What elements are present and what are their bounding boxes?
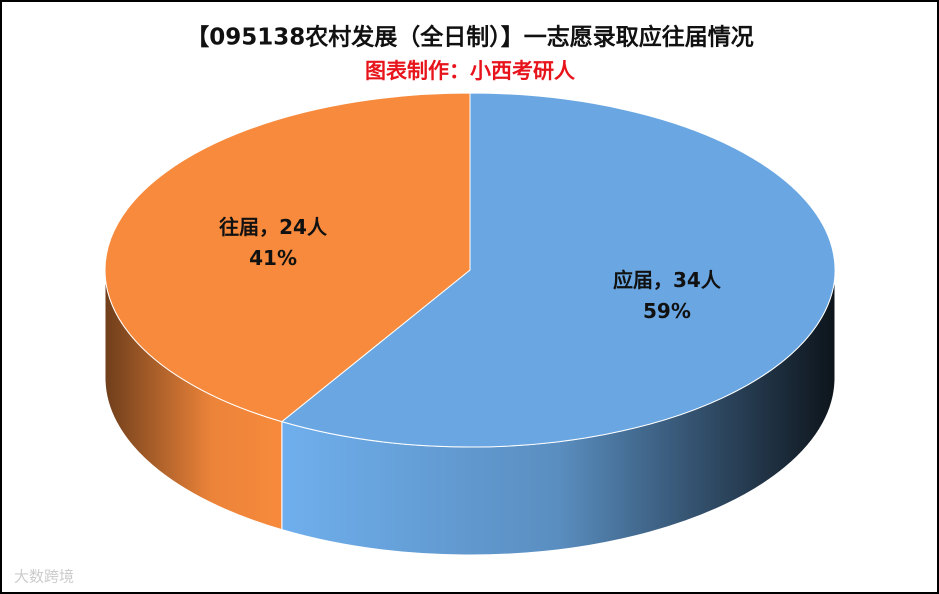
chart-subtitle: 图表制作：小西考研人 (365, 59, 575, 83)
data-label: 往届，24人 (219, 215, 328, 239)
pie-slice (104, 92, 471, 531)
data-label: 应届，34人 (613, 268, 722, 292)
percent-label: 41% (249, 246, 297, 270)
watermark: 大数跨境 (14, 568, 74, 586)
percent-label: 59% (643, 299, 691, 323)
slice-top (104, 92, 471, 423)
chart-title: 【095138农村发展（全日制）】一志愿录取应往届情况 (186, 24, 754, 51)
slice-top (280, 92, 836, 448)
